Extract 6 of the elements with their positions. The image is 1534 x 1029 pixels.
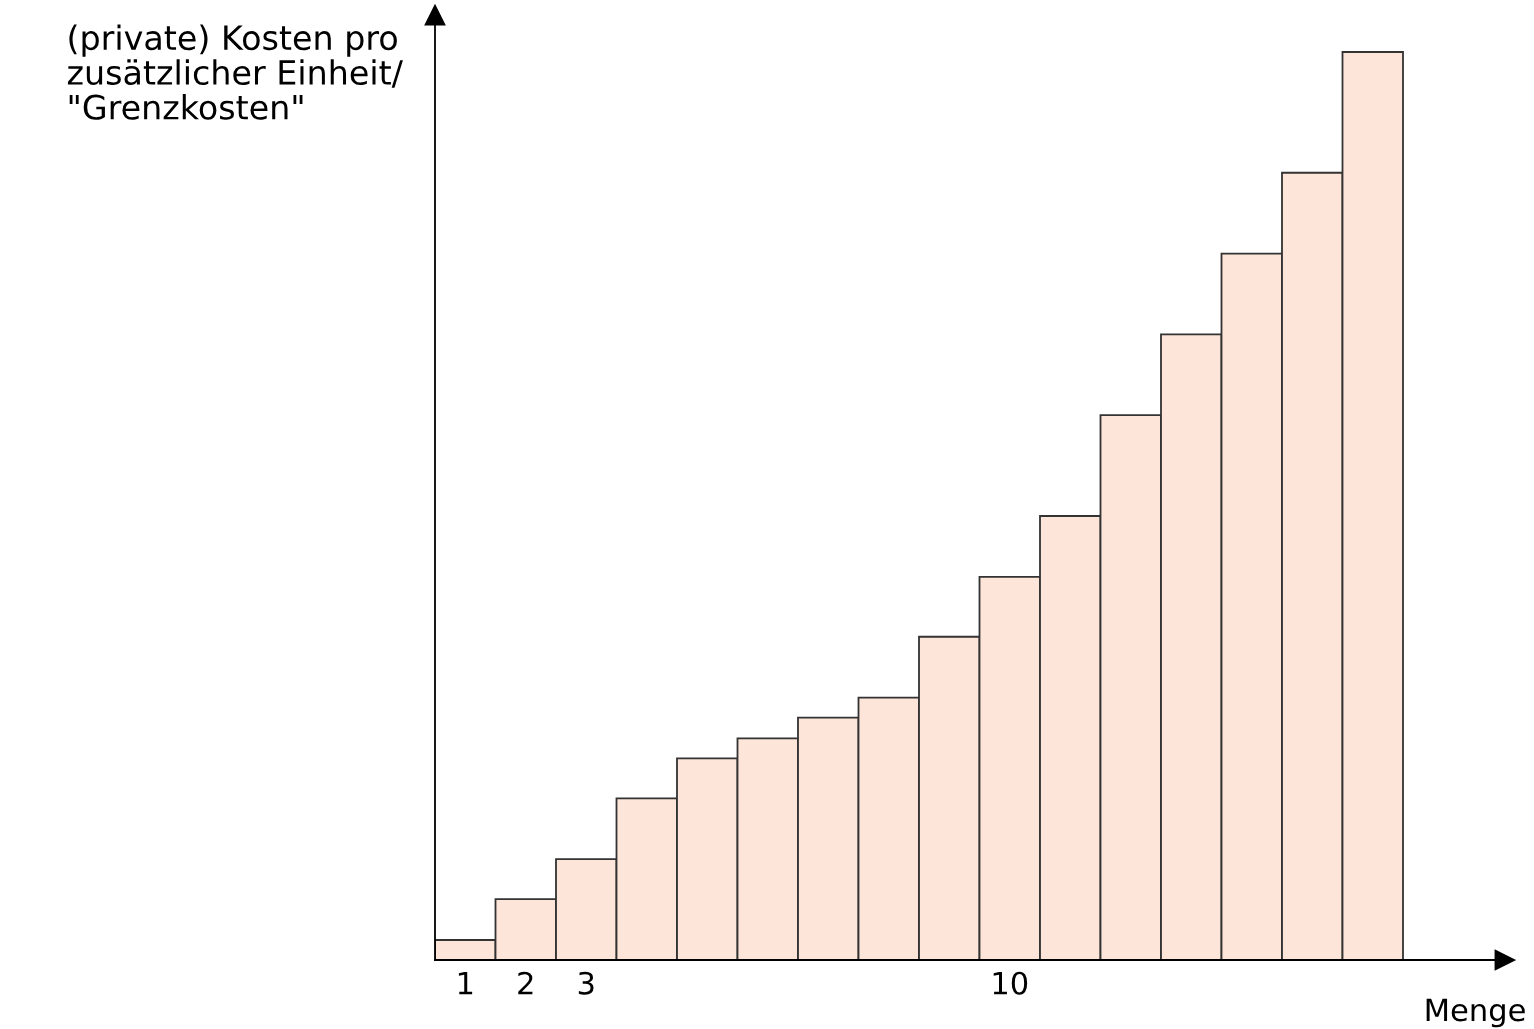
x-tick-label: 10 xyxy=(993,971,1028,995)
x-tick-label: 1 xyxy=(458,972,473,995)
x-axis-title: Menge xyxy=(1426,998,1525,1028)
x-tick-label: 3 xyxy=(578,971,594,995)
y-axis-title: (private) Kosten pro zusätzlicher Einheit/ "Grenzkosten" xyxy=(67,24,403,120)
x-tick-label: 2 xyxy=(518,971,533,995)
